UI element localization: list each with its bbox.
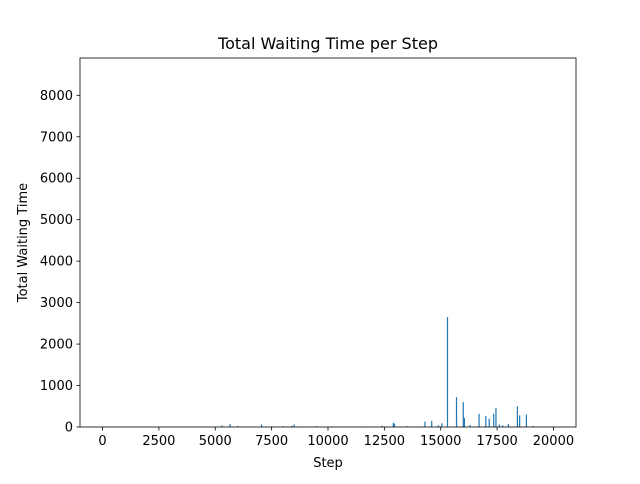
bar: [221, 425, 223, 427]
bar: [381, 425, 383, 427]
y-tick-label: 7000: [40, 130, 73, 145]
y-axis: 0 1000 2000 3000 4000 5000 6000 7000 8000: [40, 89, 80, 436]
bar: [493, 413, 495, 427]
y-tick-label: 8000: [40, 89, 73, 104]
bar: [293, 424, 295, 427]
bar: [516, 406, 518, 427]
x-tick-label: 7500: [255, 434, 288, 449]
x-tick-label: 20000: [533, 434, 574, 449]
y-tick-label: 4000: [40, 255, 73, 270]
x-tick-label: 17500: [476, 434, 517, 449]
bar: [519, 415, 521, 427]
bar: [437, 425, 440, 427]
y-tick-label: 2000: [40, 338, 73, 353]
bar: [478, 413, 480, 427]
y-tick-label: 5000: [40, 213, 73, 228]
bar: [406, 426, 408, 427]
bar: [237, 425, 239, 427]
bar: [441, 423, 443, 427]
chart-title: Total Waiting Time per Step: [217, 34, 438, 53]
bar: [525, 414, 527, 427]
bar: [431, 420, 433, 427]
x-tick-label: 15000: [420, 434, 461, 449]
x-axis: 0 2500 5000 7500 10000 12500 15000 17500 20000: [98, 427, 574, 449]
bar: [260, 424, 263, 427]
bar: [485, 415, 487, 427]
y-axis-label: Total Waiting Time: [16, 183, 31, 303]
y-tick-label: 6000: [40, 172, 73, 187]
bar: [393, 423, 396, 427]
bar: [462, 402, 464, 427]
bar: [495, 407, 497, 427]
bar: [282, 426, 284, 427]
bar: [498, 424, 500, 427]
bar: [463, 417, 465, 427]
bar: [469, 424, 471, 427]
x-axis-label: Step: [313, 456, 343, 471]
x-tick-label: 5000: [199, 434, 232, 449]
y-tick-label: 3000: [40, 296, 73, 311]
bar: [488, 418, 490, 427]
bar: [502, 425, 504, 427]
bar: [424, 421, 426, 427]
x-tick-label: 12500: [364, 434, 405, 449]
y-tick-label: 0: [65, 421, 73, 436]
x-tick-label: 2500: [142, 434, 175, 449]
bar: [507, 424, 509, 427]
x-tick-label: 10000: [307, 434, 348, 449]
bar: [392, 422, 394, 427]
bar: [532, 425, 534, 427]
bar: [446, 317, 449, 427]
x-tick-label: 0: [98, 434, 106, 449]
bar: [316, 426, 318, 427]
bar: [455, 397, 458, 427]
y-tick-label: 1000: [40, 379, 73, 394]
bar: [291, 425, 293, 427]
bar: [229, 424, 231, 427]
